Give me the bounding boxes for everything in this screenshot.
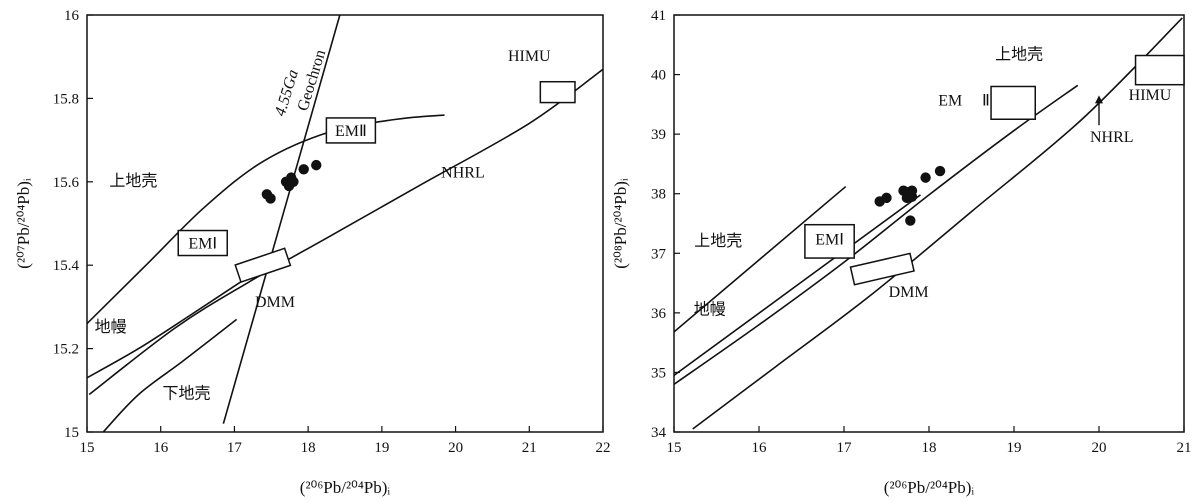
y-tick-label: 37 — [651, 246, 667, 262]
data-point — [311, 159, 322, 171]
plot-frame — [86, 14, 604, 433]
series-group — [674, 17, 1183, 430]
annotation-label: Ⅱ — [982, 93, 990, 110]
data-point — [934, 165, 946, 177]
x-tick-label: 18 — [301, 440, 316, 456]
data-point — [920, 172, 931, 183]
x-axis-title: (²⁰⁶Pb/²⁰⁴Pb)ᵢ — [300, 478, 391, 497]
annotation-label: EMⅡ — [335, 123, 367, 140]
annotation-label: 上地壳 — [694, 231, 742, 250]
chart-207pb-vs-206pb: 15 16 17 18 19 20 21 22 15 15.2 15.4 15.6 15.8 16 (²⁰⁶… — [14, 8, 611, 497]
field-box-dmm — [234, 247, 292, 284]
series-line-curve — [674, 194, 921, 377]
annotation-label: NHRL — [1090, 129, 1134, 146]
series-line-curve — [692, 17, 1183, 430]
plot-frame — [673, 14, 1185, 433]
x-tick-label: 15 — [667, 440, 682, 456]
x-tick-label: 19 — [374, 440, 389, 456]
annotation-label: HIMU — [508, 48, 551, 65]
series-line-455gageochron — [222, 15, 341, 424]
field-box-himu — [539, 80, 576, 104]
x-tick-label: 18 — [922, 440, 937, 456]
annotation-label: 地幔 — [694, 300, 726, 319]
x-tick-label: 16 — [153, 440, 169, 456]
chart-208pb-vs-206pb: 15 16 17 18 19 20 21 34 35 36 37 38 39 40 41 (²⁰⁶Pb/²⁰⁴… — [611, 8, 1192, 497]
y-tick-label: 16 — [64, 8, 80, 24]
x-tick-label: 22 — [596, 440, 611, 456]
y-tick-label: 15.8 — [53, 91, 79, 107]
annotation-label: EMⅠ — [815, 231, 844, 248]
x-tick-label: 21 — [1177, 440, 1192, 456]
annotation-label: Geochron — [295, 48, 330, 113]
label-box — [177, 229, 228, 257]
y-tick-label: 36 — [651, 306, 667, 322]
y-tick-label: 15.2 — [53, 342, 79, 358]
x-tick-label: 19 — [1007, 440, 1022, 456]
field-box-em — [990, 85, 1036, 121]
y-tick-label: 15.4 — [53, 258, 80, 274]
x-tick-label: 20 — [1092, 440, 1107, 456]
series-line-curve — [87, 114, 445, 325]
annotation-label: EM — [938, 93, 962, 110]
label-box — [325, 117, 377, 144]
arrow-head — [1095, 95, 1103, 104]
annotation-label: 4.55Ga — [272, 68, 302, 118]
x-tick-label: 21 — [522, 440, 537, 456]
field-box-em — [804, 223, 855, 259]
annotation-label: 下地壳 — [163, 384, 211, 403]
series-line-curve — [102, 318, 238, 432]
annotation-label: EMⅠ — [188, 236, 217, 253]
data-point — [265, 193, 276, 204]
series-line-curve — [674, 185, 847, 333]
annotation-label: DMM — [889, 284, 929, 301]
annotation-label: 上地壳 — [109, 171, 157, 190]
y-tick-label: 40 — [651, 68, 666, 84]
field-box-himu — [1134, 54, 1185, 86]
data-point — [298, 164, 309, 175]
annotation-label: 上地壳 — [995, 45, 1043, 64]
x-axis-title: (²⁰⁶Pb/²⁰⁴Pb)ᵢ — [884, 478, 975, 497]
data-point — [288, 176, 299, 187]
y-tick-label: 41 — [651, 8, 666, 24]
y-tick-label: 34 — [651, 425, 667, 441]
field-box-dmm — [849, 252, 915, 286]
x-tick-label: 16 — [752, 440, 768, 456]
data-point — [881, 192, 892, 204]
y-tick-label: 35 — [651, 365, 666, 381]
y-axis-title: (²⁰⁷Pb/²⁰⁴Pb)ᵢ — [14, 178, 33, 269]
y-tick-label: 15 — [64, 425, 79, 441]
annotation-label: HIMU — [1129, 87, 1172, 104]
x-tick-label: 15 — [80, 440, 95, 456]
series-group — [87, 15, 603, 432]
annotation-label: NHRL — [441, 165, 485, 182]
x-tick-label: 20 — [448, 440, 463, 456]
data-point — [906, 185, 918, 196]
y-tick-label: 15.6 — [53, 175, 80, 191]
x-tick-label: 17 — [227, 440, 243, 456]
y-axis-title: (²⁰⁸Pb/²⁰⁴Pb)ᵢ — [611, 178, 630, 269]
series-line-nhrl — [88, 68, 603, 396]
y-tick-label: 39 — [651, 127, 666, 143]
series-line-nhrl — [674, 84, 1079, 385]
data-point — [905, 215, 916, 226]
x-tick-label: 17 — [837, 440, 853, 456]
annotation-label: DMM — [255, 294, 295, 311]
y-tick-label: 38 — [651, 187, 666, 203]
annotation-label: 地幔 — [95, 317, 127, 336]
